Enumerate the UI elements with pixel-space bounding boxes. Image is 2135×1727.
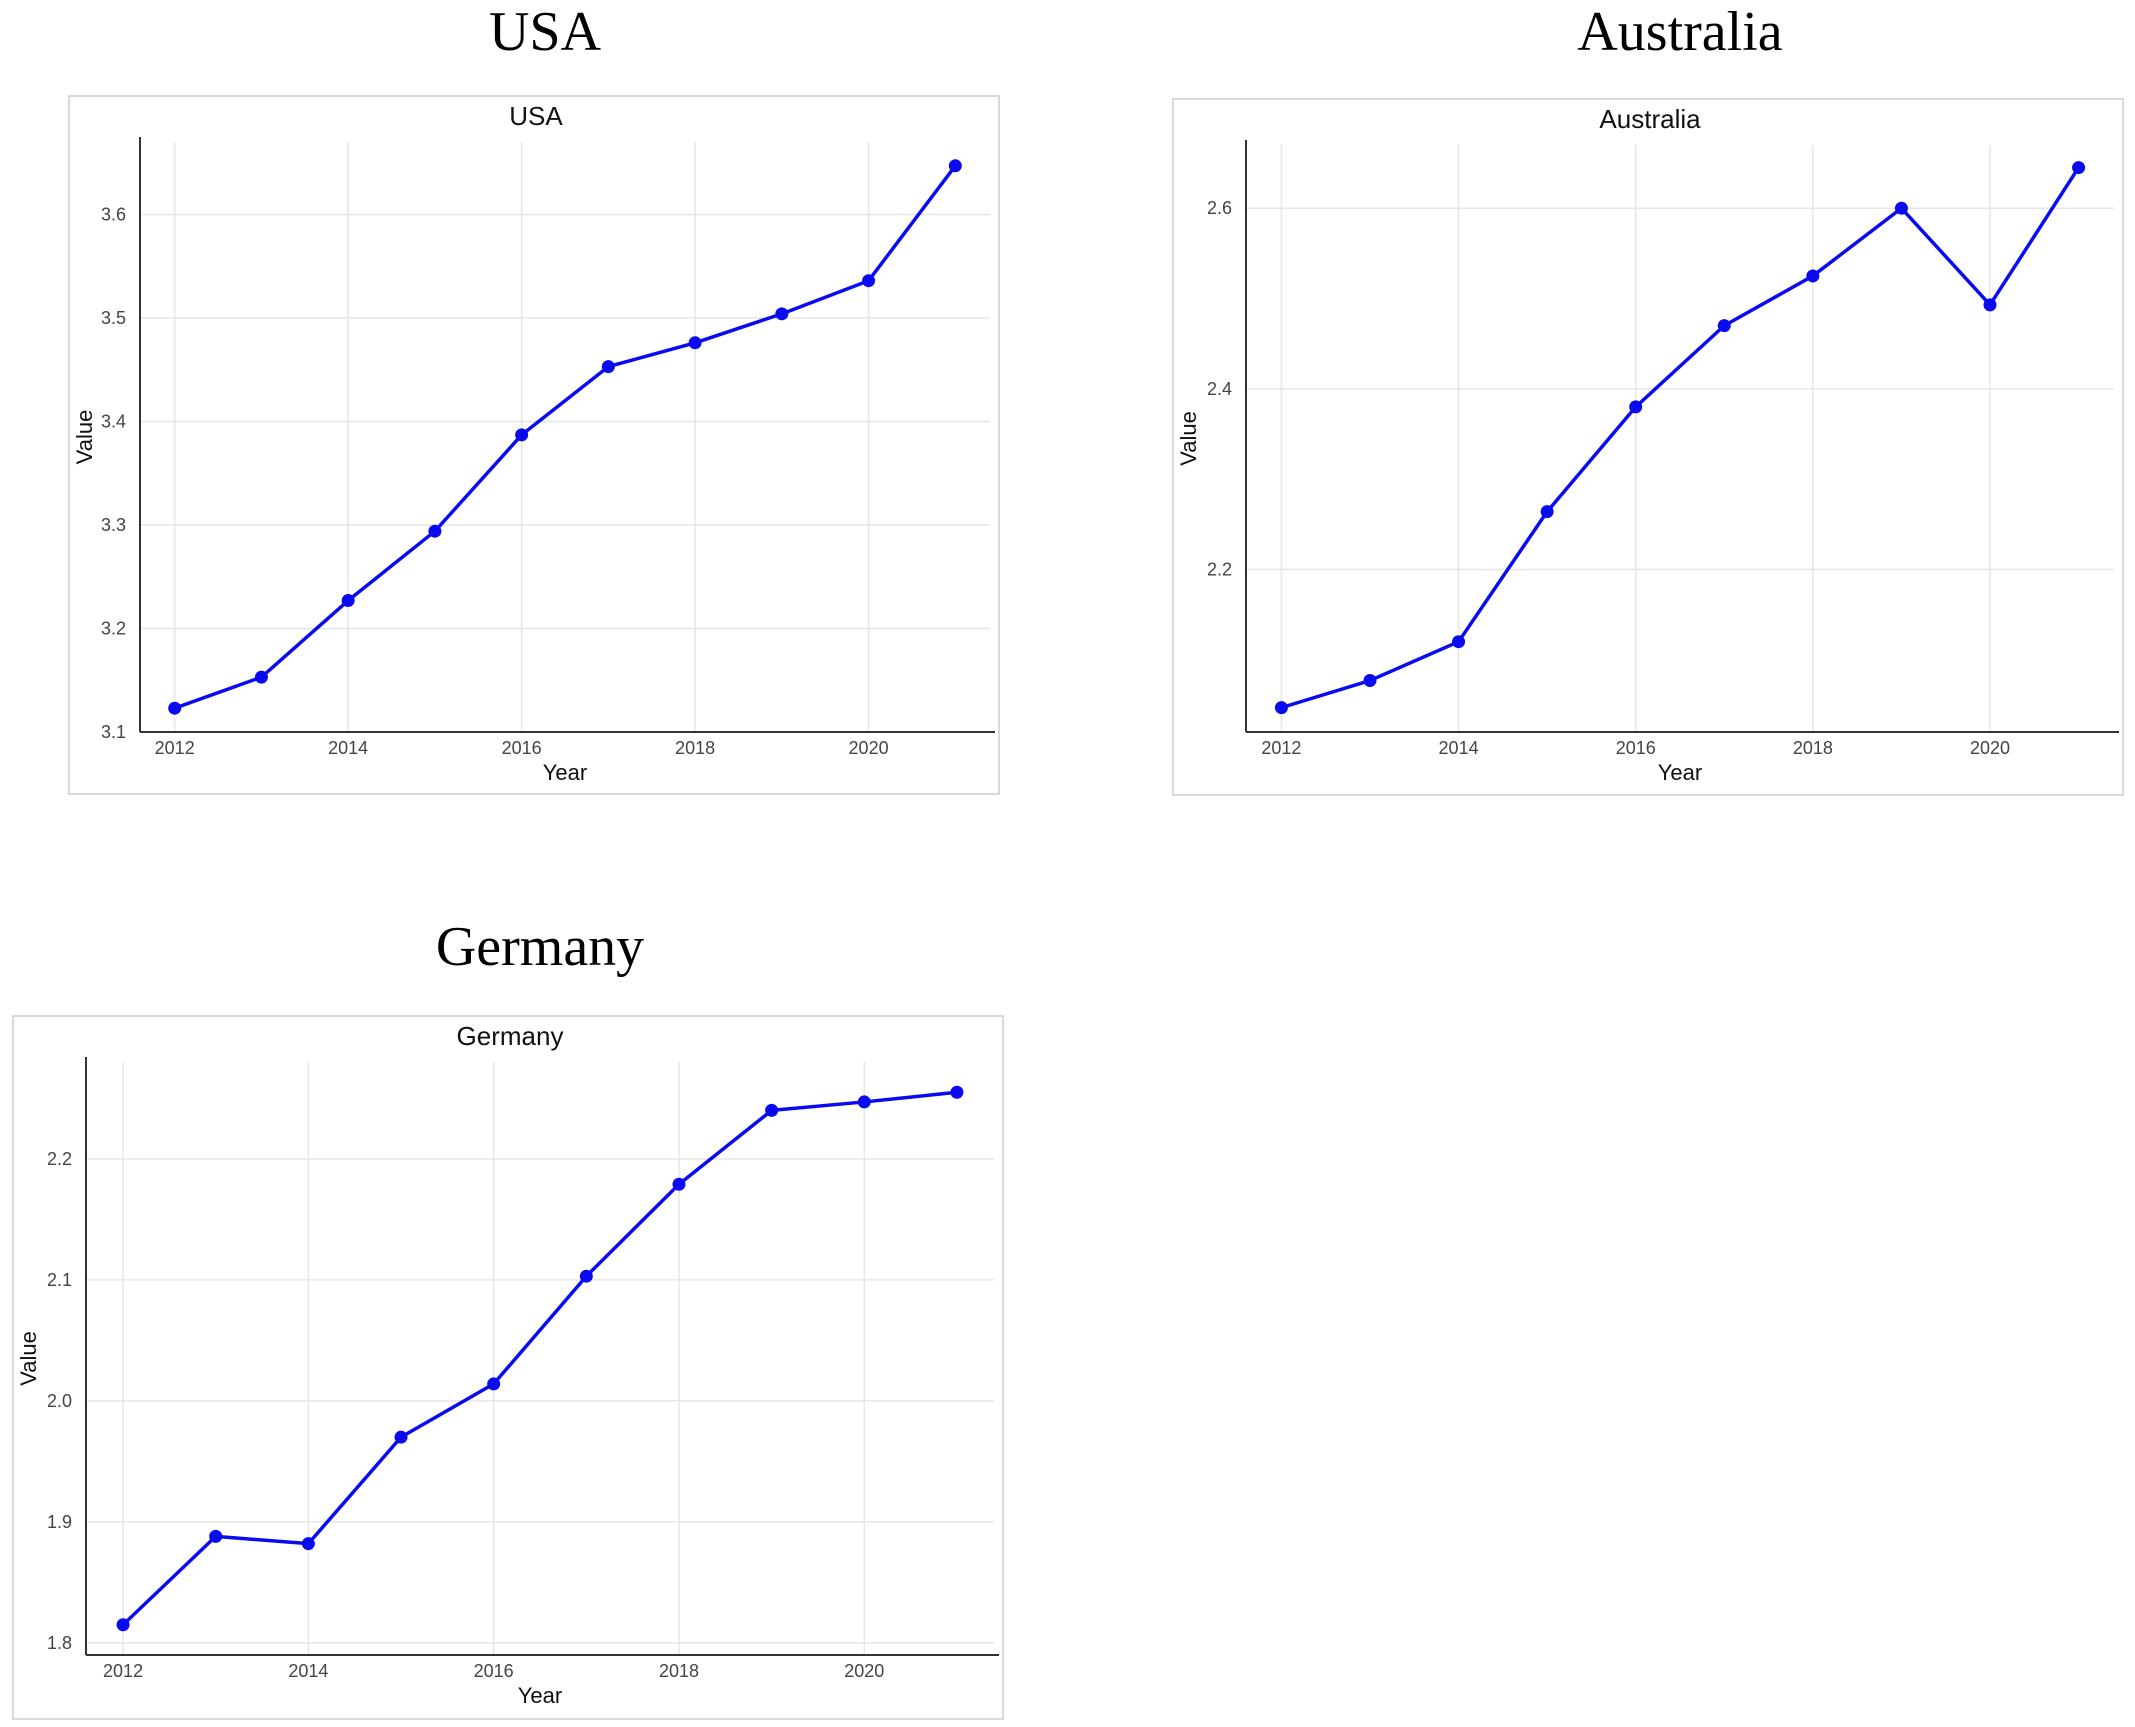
chart-1-y-tick-label: 2.6 bbox=[1207, 198, 1232, 218]
chart-0-y-tick-label: 3.5 bbox=[101, 308, 126, 328]
chart-0-x-axis-label: Year bbox=[543, 760, 587, 785]
chart-1-data-point bbox=[1717, 319, 1731, 333]
chart-1-data-point bbox=[1274, 701, 1288, 715]
chart-2-data-point bbox=[487, 1377, 501, 1391]
chart-1-data-point bbox=[1806, 269, 1820, 283]
chart-0-data-point bbox=[341, 594, 355, 608]
chart-0-data-point bbox=[254, 670, 268, 684]
chart-2-data-point bbox=[301, 1537, 315, 1551]
chart-2-x-tick-label: 2014 bbox=[288, 1661, 328, 1681]
chart-1-y-tick-label: 2.4 bbox=[1207, 379, 1232, 399]
chart-2-x-tick-label: 2016 bbox=[474, 1661, 514, 1681]
chart-2-data-point bbox=[672, 1177, 686, 1191]
chart-1-x-axis-label: Year bbox=[1658, 760, 1702, 785]
chart-0-title: USA bbox=[509, 101, 563, 131]
chart-1-series-line bbox=[1280, 166, 2081, 710]
chart-1-y-tick-label: 2.2 bbox=[1207, 559, 1232, 579]
chart-2-y-tick-label: 2.2 bbox=[47, 1149, 72, 1169]
chart-2-data-point bbox=[209, 1529, 223, 1543]
chart-2-x-tick-label: 2020 bbox=[844, 1661, 884, 1681]
chart-0-x-tick-label: 2014 bbox=[328, 738, 368, 758]
chart-1-x-tick-label: 2020 bbox=[1970, 738, 2010, 758]
chart-0-data-point bbox=[688, 336, 702, 350]
chart-panel-australia: 2012 2014 2016 2018 2020 2.2 2.4 2.6 Australia Ye… bbox=[1172, 98, 2124, 796]
chart-panel-usa: 2012 2014 2016 2018 2020 3.1 3.2 3.3 3.4 3.5 3.6 US… bbox=[68, 95, 1000, 795]
chart-0-x-tick-label: 2018 bbox=[675, 738, 715, 758]
chart-1-data-point bbox=[1983, 298, 1997, 312]
chart-2-data-point bbox=[116, 1618, 130, 1632]
chart-1-data-point bbox=[1452, 635, 1466, 649]
chart-2-x-tick-label: 2012 bbox=[103, 1661, 143, 1681]
chart-1-data-point bbox=[2072, 161, 2086, 175]
chart-0-y-tick-label: 3.4 bbox=[101, 411, 126, 431]
chart-2-title: Germany bbox=[457, 1021, 564, 1051]
chart-1-x-tick-label: 2014 bbox=[1439, 738, 1479, 758]
chart-0-x-tick-label: 2016 bbox=[502, 738, 542, 758]
outer-title-germany: Germany bbox=[435, 916, 645, 978]
chart-0-series-line bbox=[174, 164, 957, 710]
chart-2-data-point bbox=[579, 1269, 593, 1283]
chart-2-data-point bbox=[765, 1103, 779, 1117]
chart-usa: 2012 2014 2016 2018 2020 3.1 3.2 3.3 3.4 3.5 3.6 US… bbox=[72, 101, 995, 785]
chart-0-x-tick-label: 2020 bbox=[849, 738, 889, 758]
chart-germany: 2012 2014 2016 2018 2020 1.8 1.9 2.0 2.1 2.2 Germa… bbox=[16, 1021, 999, 1708]
chart-1-data-point bbox=[1540, 505, 1554, 519]
chart-0-y-tick-label: 3.2 bbox=[101, 618, 126, 638]
chart-2-data-point bbox=[394, 1430, 408, 1444]
chart-2-data-point bbox=[950, 1085, 964, 1099]
chart-1-data-point bbox=[1363, 674, 1377, 688]
chart-2-y-tick-label: 1.9 bbox=[47, 1512, 72, 1532]
chart-1-data-point bbox=[1894, 201, 1908, 215]
chart-0-y-axis-label: Value bbox=[72, 410, 97, 465]
chart-2-x-tick-label: 2018 bbox=[659, 1661, 699, 1681]
chart-0-data-point bbox=[168, 701, 182, 715]
chart-0-y-tick-label: 3.1 bbox=[101, 722, 126, 742]
chart-1-y-axis-label: Value bbox=[1176, 411, 1201, 466]
chart-0-y-tick-label: 3.3 bbox=[101, 515, 126, 535]
chart-1-x-tick-label: 2012 bbox=[1261, 738, 1301, 758]
chart-2-y-tick-label: 2.0 bbox=[47, 1391, 72, 1411]
chart-0-data-point bbox=[775, 307, 789, 321]
chart-0-data-point bbox=[601, 360, 615, 374]
chart-australia: 2012 2014 2016 2018 2020 2.2 2.4 2.6 Australia Ye… bbox=[1176, 104, 2119, 785]
chart-panel-germany: 2012 2014 2016 2018 2020 1.8 1.9 2.0 2.1 2.2 Germa… bbox=[12, 1015, 1004, 1720]
chart-2-series-line bbox=[121, 1090, 958, 1627]
chart-2-x-axis-label: Year bbox=[518, 1683, 562, 1708]
chart-1-title: Australia bbox=[1599, 104, 1701, 134]
chart-0-y-tick-label: 3.6 bbox=[101, 204, 126, 224]
chart-1-data-point bbox=[1629, 400, 1643, 414]
chart-2-y-axis-label: Value bbox=[16, 1331, 41, 1386]
chart-0-data-point bbox=[948, 159, 962, 173]
chart-2-data-point bbox=[857, 1095, 871, 1109]
chart-2-y-tick-label: 1.8 bbox=[47, 1633, 72, 1653]
chart-0-x-tick-label: 2012 bbox=[155, 738, 195, 758]
chart-0-data-point bbox=[515, 428, 529, 442]
chart-0-data-point bbox=[428, 524, 442, 538]
chart-1-x-tick-label: 2016 bbox=[1616, 738, 1656, 758]
outer-title-australia: Australia bbox=[1577, 1, 1783, 63]
chart-2-y-tick-label: 2.1 bbox=[47, 1270, 72, 1290]
chart-1-x-tick-label: 2018 bbox=[1793, 738, 1833, 758]
chart-0-data-point bbox=[862, 274, 876, 288]
outer-title-usa: USA bbox=[488, 1, 602, 63]
